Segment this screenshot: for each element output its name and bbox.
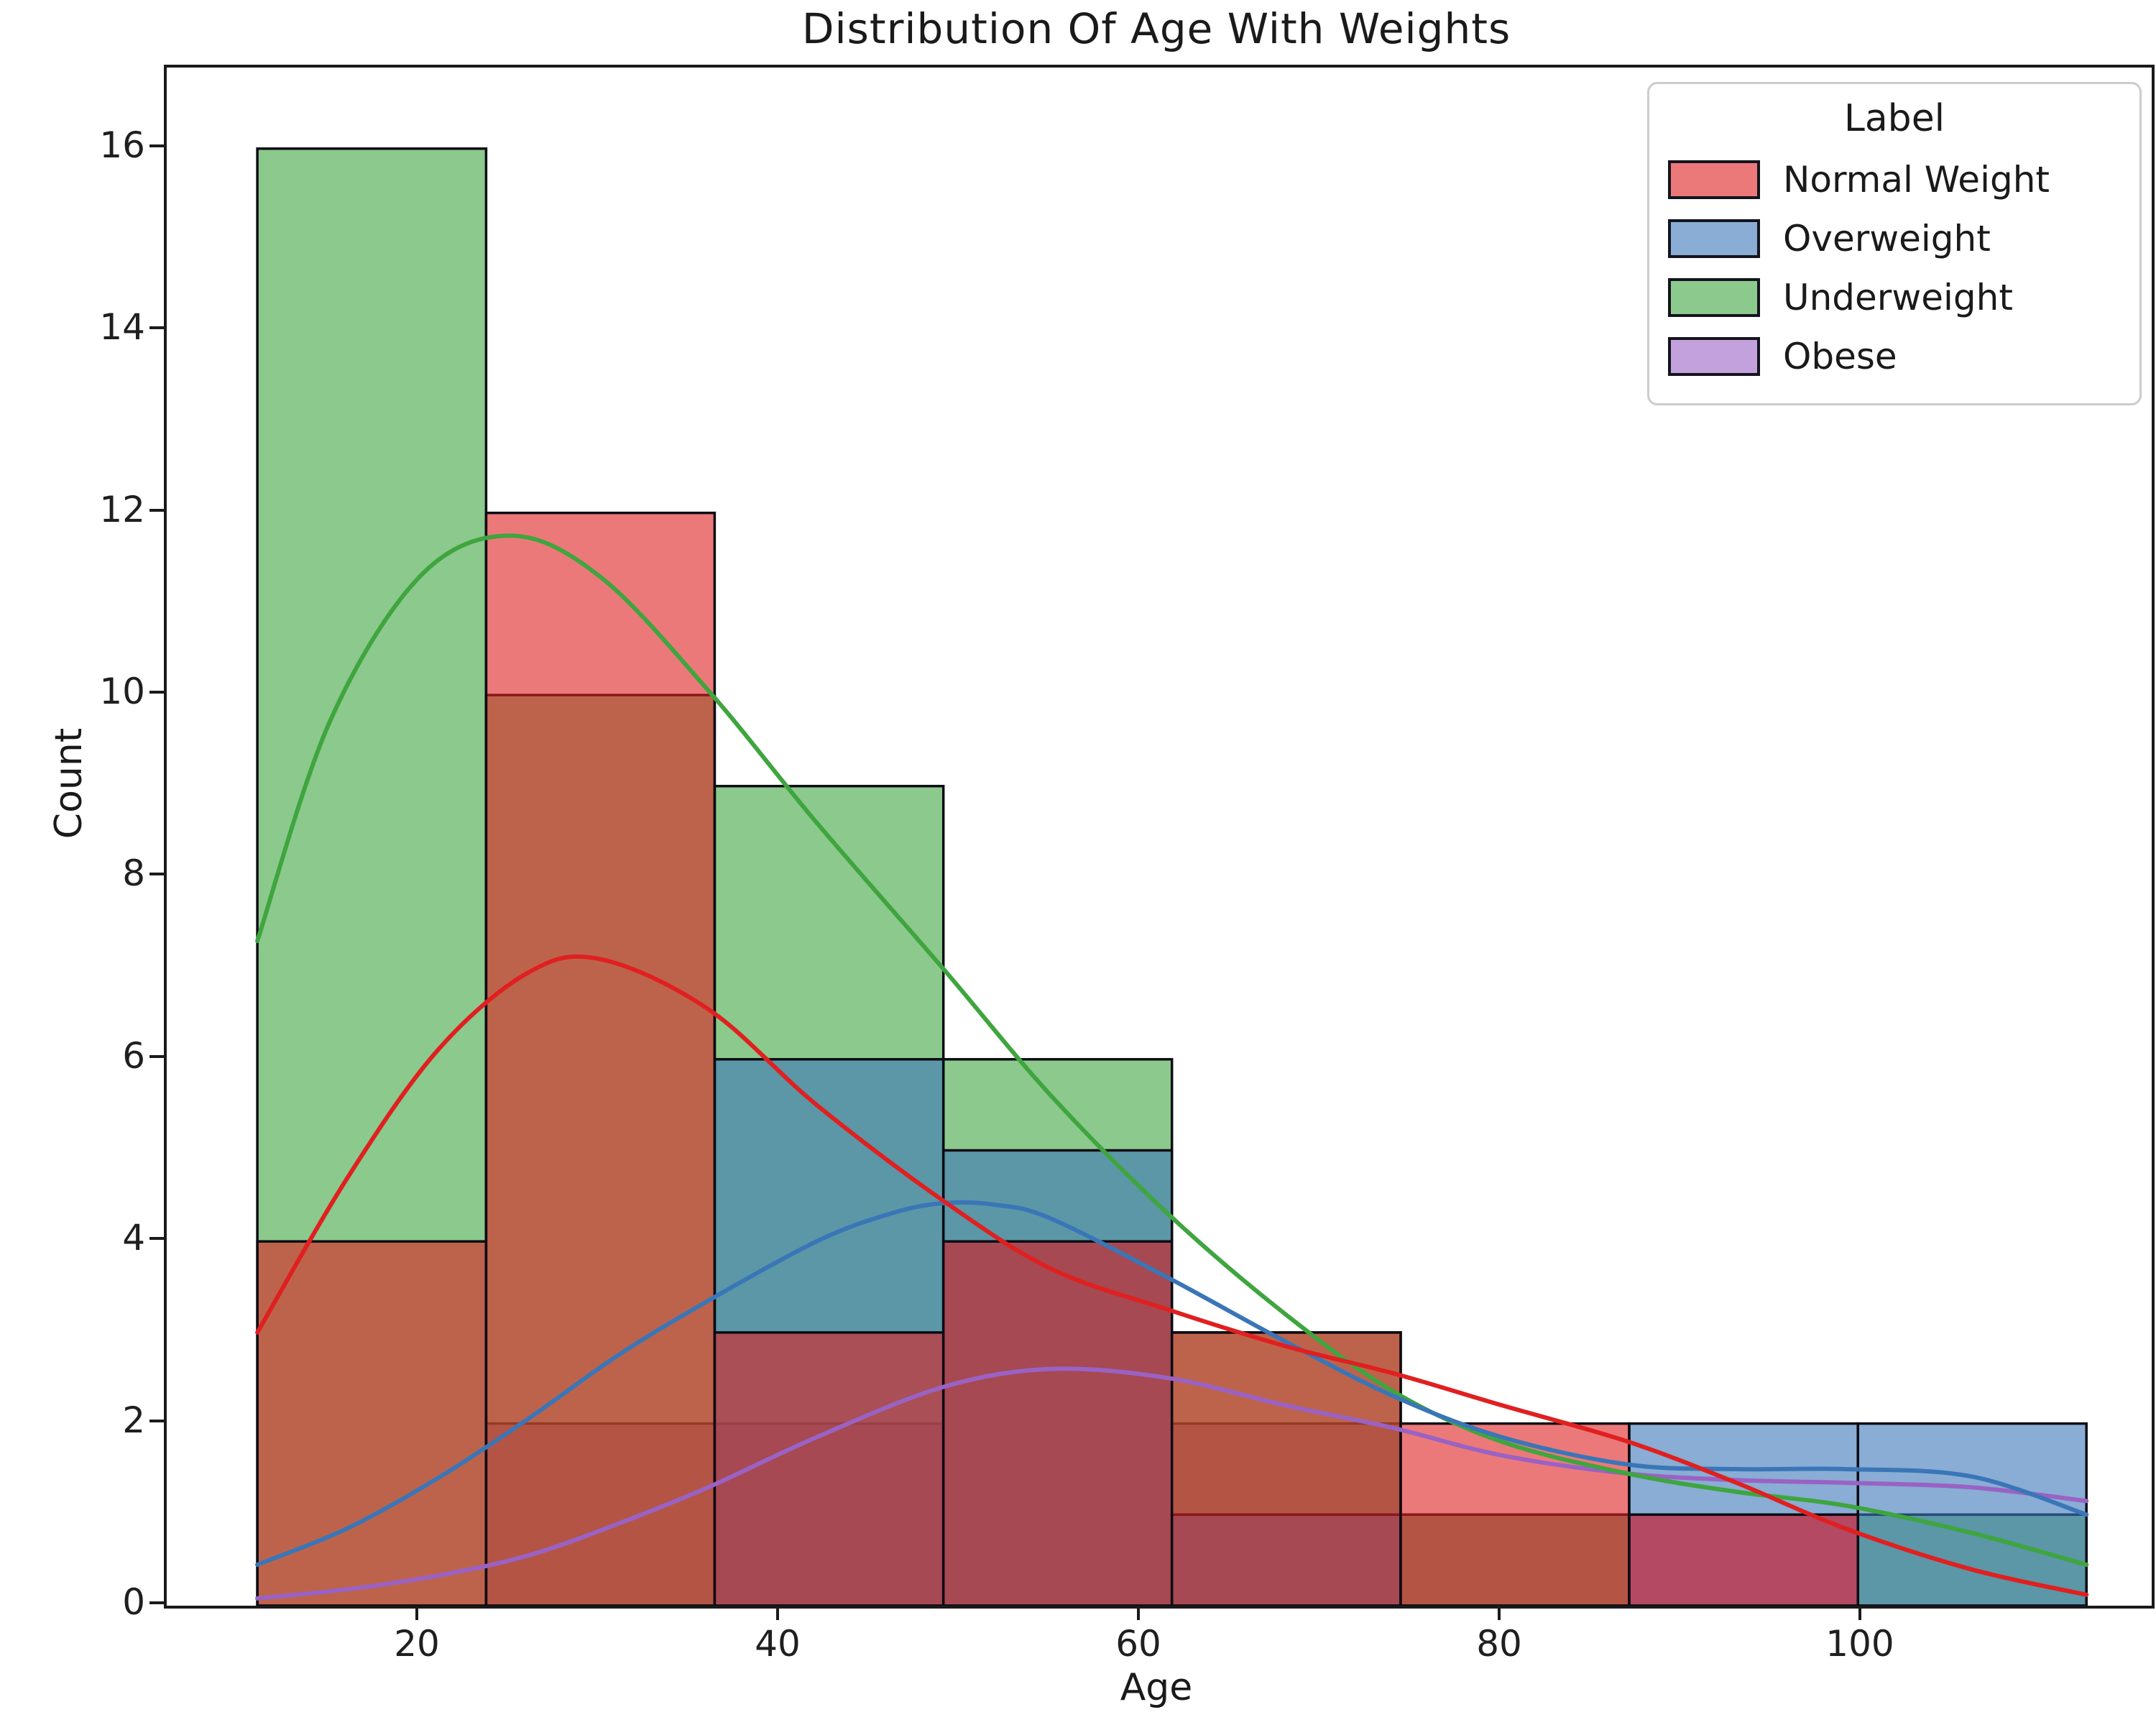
kde-curve-obese — [255, 1366, 2089, 1601]
legend-label: Normal Weight — [1783, 159, 2050, 201]
y-tick-mark-4 — [149, 1237, 164, 1241]
legend-row: Underweight — [1668, 268, 2121, 327]
bar-normal-weight-bin5 — [1399, 1422, 1631, 1606]
x-tick-mark-40 — [776, 1606, 779, 1620]
y-tick-mark-16 — [149, 144, 164, 147]
bar-normal-weight-bin2 — [713, 1331, 945, 1606]
legend-swatch-overweight — [1668, 219, 1760, 258]
x-tick-label-60: 60 — [1115, 1623, 1161, 1665]
y-axis-label: Count — [47, 727, 91, 840]
legend-label: Underweight — [1783, 277, 2013, 318]
y-tick-label-8: 8 — [122, 852, 145, 895]
y-tick-mark-2 — [149, 1419, 164, 1422]
legend-row: Overweight — [1668, 209, 2121, 268]
kde-curve-underweight — [255, 533, 2089, 1567]
y-tick-label-14: 14 — [99, 306, 145, 349]
y-tick-label-0: 0 — [122, 1581, 145, 1623]
y-tick-mark-8 — [149, 873, 164, 876]
y-tick-label-4: 4 — [122, 1217, 145, 1259]
kde-curve-normal-weight — [255, 954, 2089, 1597]
histogram-canvas — [255, 147, 2089, 1606]
x-tick-label-40: 40 — [755, 1623, 801, 1665]
chart-title: Distribution Of Age With Weights — [801, 4, 1511, 53]
legend-swatch-obese — [1668, 337, 1760, 376]
kde-curve-overweight — [255, 1200, 2089, 1567]
legend-swatch-normal-weight — [1668, 160, 1760, 199]
legend-title: Label — [1843, 97, 1945, 140]
bar-normal-weight-bin3 — [941, 1240, 1174, 1606]
legend: Label Normal Weight Overweight Underweig… — [1647, 82, 2142, 405]
bar-normal-weight-bin0 — [256, 1240, 488, 1606]
x-tick-label-20: 20 — [394, 1623, 440, 1665]
legend-row: Normal Weight — [1668, 150, 2121, 209]
y-tick-mark-0 — [149, 1601, 164, 1604]
legend-label: Overweight — [1783, 218, 1991, 259]
y-tick-label-10: 10 — [99, 671, 145, 712]
x-axis-label: Age — [1120, 1666, 1193, 1709]
legend-row: Obese — [1668, 327, 2121, 386]
y-tick-mark-12 — [149, 508, 164, 512]
legend-swatch-underweight — [1668, 278, 1760, 317]
x-tick-mark-60 — [1137, 1606, 1140, 1620]
x-tick-mark-100 — [1858, 1606, 1861, 1620]
x-tick-mark-80 — [1498, 1606, 1501, 1620]
x-tick-label-80: 80 — [1476, 1623, 1522, 1665]
x-tick-mark-20 — [415, 1606, 418, 1620]
y-tick-mark-10 — [149, 691, 164, 694]
legend-label: Obese — [1783, 336, 1897, 377]
y-tick-label-12: 12 — [99, 488, 145, 530]
y-tick-label-2: 2 — [122, 1399, 145, 1441]
x-tick-label-100: 100 — [1825, 1623, 1894, 1665]
bar-normal-weight-bin1 — [484, 511, 717, 1606]
bar-normal-weight-bin6 — [1628, 1513, 1860, 1606]
y-tick-mark-6 — [149, 1054, 164, 1058]
y-tick-mark-14 — [149, 326, 164, 330]
y-tick-label-6: 6 — [122, 1034, 145, 1077]
bar-normal-weight-bin4 — [1170, 1331, 1402, 1606]
y-tick-label-16: 16 — [99, 124, 145, 166]
